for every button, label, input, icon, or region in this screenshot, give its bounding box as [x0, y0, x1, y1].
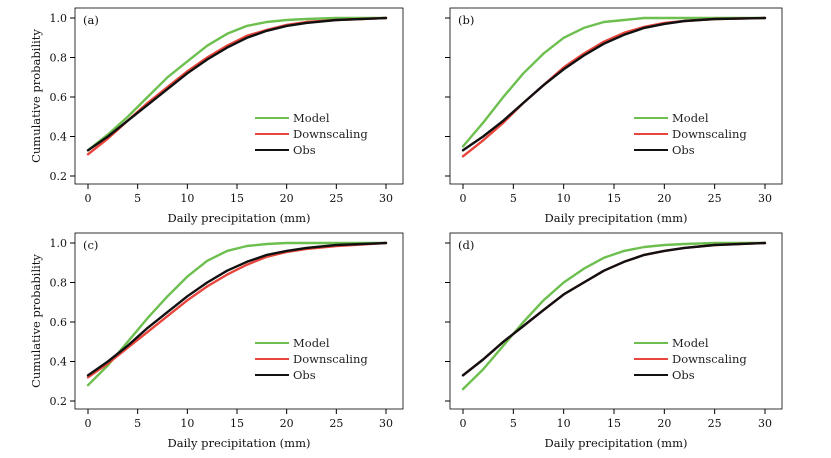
y-tick-label: 0.2: [50, 170, 68, 183]
y-tick-label: 0.6: [50, 316, 68, 329]
y-tick-label: 0.4: [50, 356, 68, 369]
x-axis-title: Daily precipitation (mm): [545, 211, 688, 225]
panel-d: 0 5 10 15 20 25 30 Daily precipitation (mm) (d) M…: [445, 232, 783, 450]
series-line-model: [461, 16, 767, 148]
x-tick-label: 25: [708, 417, 722, 430]
x-tick-label: 20: [280, 417, 294, 430]
legend-label-obs: Obs: [293, 368, 316, 382]
x-tick-label: 15: [230, 192, 244, 205]
y-tick-label: 0.4: [50, 131, 68, 144]
y-tick-label: 0.6: [50, 91, 68, 104]
y-tick-label: 1.0: [50, 12, 68, 25]
x-tick-label: 0: [460, 417, 467, 430]
series-line-obs: [86, 16, 388, 152]
x-tick-label: 25: [329, 192, 343, 205]
x-tick-label: 0: [85, 417, 92, 430]
legend-label-downscaling: Downscaling: [293, 352, 368, 366]
legend-label-downscaling: Downscaling: [293, 127, 368, 141]
series-line-obs: [461, 16, 767, 152]
series-line-obs: [86, 241, 388, 377]
x-tick-label: 20: [657, 417, 671, 430]
legend-label-model: Model: [672, 336, 709, 350]
x-tick-label: 30: [758, 417, 772, 430]
series-line-model: [86, 16, 388, 152]
x-tick-label: 10: [557, 192, 571, 205]
x-tick-label: 20: [280, 192, 294, 205]
x-axis-title: Daily precipitation (mm): [545, 436, 688, 450]
x-tick-label: 10: [180, 417, 194, 430]
panel-label: (c): [83, 238, 98, 252]
x-tick-label: 0: [460, 192, 467, 205]
series-line-model: [86, 241, 388, 387]
panel-b: 0 5 10 15 20 25 30 Daily precipitation (mm) (b) M…: [445, 7, 783, 225]
panel-label: (a): [83, 13, 99, 27]
x-tick-label: 30: [758, 192, 772, 205]
legend-label-obs: Obs: [672, 368, 695, 382]
y-tick-label: 0.2: [50, 395, 68, 408]
x-tick-label: 15: [607, 417, 621, 430]
x-tick-label: 30: [379, 192, 393, 205]
x-tick-label: 15: [230, 417, 244, 430]
panel-c: 0 5 10 15 20 25 30 1.0 0.8 0.6 0.4 0.2 Daily precipi…: [29, 232, 404, 450]
panel-a: 0 5 10 15 20 25 30 1.0 0.8 0.6 0.4 0.2 Daily precipi…: [29, 7, 404, 225]
x-axis-title: Daily precipitation (mm): [168, 211, 311, 225]
y-axis-title: Cumulative probability: [29, 254, 43, 388]
legend-label-model: Model: [293, 336, 330, 350]
x-axis-title: Daily precipitation (mm): [168, 436, 311, 450]
plot-area-frame: [74, 7, 404, 185]
legend-label-model: Model: [672, 111, 709, 125]
y-tick-label: 0.8: [50, 277, 68, 290]
x-tick-label: 5: [134, 192, 141, 205]
legend-label-downscaling: Downscaling: [672, 127, 747, 141]
y-axis-title: Cumulative probability: [29, 29, 43, 163]
panel-label: (b): [458, 13, 474, 27]
x-tick-label: 5: [510, 192, 517, 205]
legend-label-obs: Obs: [293, 143, 316, 157]
plot-area-frame: [449, 7, 783, 185]
legend-label-model: Model: [293, 111, 330, 125]
x-tick-label: 15: [607, 192, 621, 205]
plot-area-frame: [449, 232, 783, 410]
series-line-obs: [461, 241, 767, 377]
x-tick-label: 25: [329, 417, 343, 430]
plot-area-frame: [74, 232, 404, 410]
x-tick-label: 5: [134, 417, 141, 430]
y-tick-label: 1.0: [50, 237, 68, 250]
series-line-model: [461, 241, 767, 391]
x-tick-label: 5: [510, 417, 517, 430]
x-tick-label: 10: [557, 417, 571, 430]
legend-label-obs: Obs: [672, 143, 695, 157]
x-tick-label: 10: [180, 192, 194, 205]
y-tick-label: 0.8: [50, 52, 68, 65]
legend-label-downscaling: Downscaling: [672, 352, 747, 366]
panel-label: (d): [458, 238, 474, 252]
x-tick-label: 0: [85, 192, 92, 205]
x-tick-label: 25: [708, 192, 722, 205]
x-tick-label: 20: [657, 192, 671, 205]
x-tick-label: 30: [379, 417, 393, 430]
